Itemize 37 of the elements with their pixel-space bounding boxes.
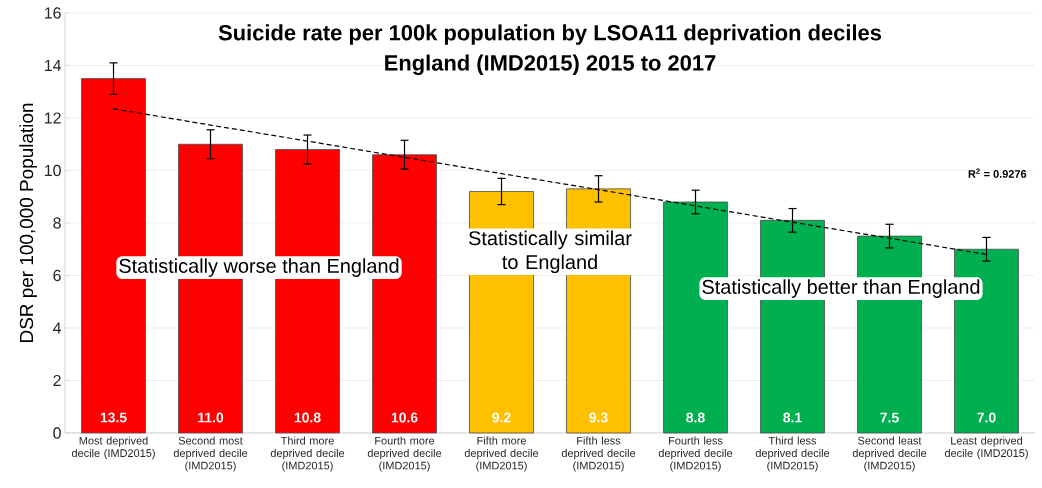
x-tick-label: Second most deprived decile (IMD2015) (173, 436, 248, 472)
annotation: Statistically similar to England (468, 230, 632, 274)
x-tick-label: Third more deprived decile (IMD2015) (270, 436, 345, 472)
y-axis-title: DSR per 100,000 Population (19, 103, 37, 342)
data-label: 7.5 (880, 412, 899, 423)
line-series (112, 108, 988, 256)
y-tick-label: 6 (53, 269, 61, 282)
annotation: Statistically worse than England (119, 258, 399, 277)
y-tick-label: 16 (44, 7, 61, 19)
chart-title: Suicide rate per 100k population by LSOA11 deprivation deciles (218, 24, 882, 45)
data-label: 7.0 (977, 412, 996, 423)
x-tick-label: Fourth less deprived decile (IMD2015) (658, 436, 733, 472)
data-label: 9.2 (492, 412, 511, 423)
x-tick-label: Fifth more deprived decile (IMD2015) (464, 436, 539, 472)
y-tick-label: 8 (53, 217, 61, 229)
x-tick-label: Least deprived decile (IMD2015) (944, 436, 1028, 460)
y-tick-label: 4 (52, 322, 62, 334)
y-tick-label: 0 (53, 427, 61, 439)
text: England (IMD2015) 2015 to 2017 (385, 54, 716, 76)
data-label: 10.6 (391, 412, 418, 423)
x-tick-label: Third less deprived decile (IMD2015) (755, 436, 830, 472)
annotation: Statistically better than England (702, 279, 980, 298)
data-label: 8.8 (686, 412, 705, 423)
y-tick-label: 12 (44, 112, 61, 124)
data-label: 11.0 (198, 412, 224, 423)
annotation: R$^{2}$ = 0.9276 (968, 168, 1027, 178)
y-tick-label: 14 (44, 60, 62, 71)
data-label: 9.3 (589, 412, 608, 423)
x-tick-label: Most deprived decile (IMD2015) (71, 436, 155, 460)
x-tick-label: Second least deprived decile (IMD2015) (852, 436, 927, 472)
y-tick-label: 2 (53, 374, 61, 387)
data-label: 10.8 (294, 412, 321, 423)
data-label: 8.1 (783, 412, 802, 423)
y-tick-label: 10 (44, 164, 61, 177)
data-label: 13.5 (100, 412, 127, 423)
x-tick-label: Fourth more deprived decile (IMD2015) (367, 436, 442, 472)
x-tick-label: Fifth less deprived decile (IMD2015) (561, 436, 636, 472)
